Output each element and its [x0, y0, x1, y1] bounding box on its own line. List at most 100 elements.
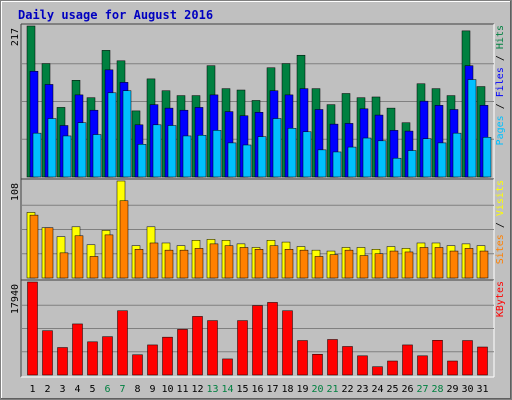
bar-sites-day-28 [434, 247, 444, 279]
x-tick-label-5: 5 [89, 384, 95, 395]
bar-sites-day-4 [74, 235, 84, 279]
bar-kbytes-day-15 [237, 320, 248, 376]
bar-sites-day-29 [449, 250, 459, 279]
chart-title: Daily usage for August 2016 [18, 8, 213, 22]
bar-kbytes-day-23 [357, 355, 368, 376]
bar-pages-day-11 [182, 135, 192, 178]
bar-pages-day-13 [212, 130, 222, 178]
bar-pages-day-17 [272, 118, 282, 178]
legend-hits-files-pages: Pages / Files / Hits [495, 25, 506, 145]
bar-sites-day-31 [479, 250, 489, 279]
bar-kbytes-day-17 [267, 302, 278, 376]
bar-sites-day-17 [269, 245, 279, 279]
bar-sites-day-14 [224, 245, 234, 279]
legend-item: Visits [495, 180, 506, 216]
bar-sites-day-2 [44, 227, 54, 279]
bar-kbytes-day-19 [297, 340, 308, 376]
bar-kbytes-day-10 [162, 336, 173, 376]
bar-kbytes-day-21 [327, 339, 338, 376]
bar-kbytes-day-5 [87, 341, 98, 376]
bar-sites-day-23 [359, 255, 369, 279]
x-tick-label-11: 11 [176, 384, 188, 395]
x-tick-label-3: 3 [59, 384, 65, 395]
bar-sites-day-19 [299, 249, 309, 279]
bar-sites-day-16 [254, 249, 264, 279]
bar-kbytes-day-2 [42, 330, 53, 376]
bar-kbytes-day-11 [177, 329, 188, 376]
x-tick-label-8: 8 [134, 384, 140, 395]
bar-pages-day-12 [197, 134, 207, 178]
legend-item: KBytes [495, 281, 506, 317]
bar-kbytes-day-31 [477, 346, 488, 376]
x-tick-label-30: 30 [461, 384, 473, 395]
panel-kbytes: 17940 KBytes [10, 279, 506, 378]
bar-kbytes-day-12 [192, 316, 203, 376]
x-tick-label-22: 22 [341, 384, 353, 395]
bar-kbytes-day-1 [27, 281, 38, 376]
bar-pages-day-22 [347, 146, 357, 178]
bar-pages-day-25 [392, 157, 402, 178]
bar-pages-day-8 [137, 144, 147, 178]
bar-pages-day-27 [422, 138, 432, 178]
x-tick-label-23: 23 [356, 384, 368, 395]
x-tick-label-24: 24 [371, 384, 383, 395]
bar-pages-day-20 [317, 149, 327, 178]
bar-kbytes-day-18 [282, 310, 293, 376]
legend-item: Files [495, 67, 506, 97]
legend-item: / [495, 97, 506, 115]
bar-pages-day-24 [377, 140, 387, 178]
y-max-label: 17940 [10, 284, 21, 314]
bar-sites-day-22 [344, 249, 354, 279]
panel-visits-sites: 108 Sites / Visits [10, 178, 506, 281]
x-tick-label-28: 28 [431, 384, 443, 395]
bar-pages-day-5 [92, 134, 102, 178]
x-tick-label-1: 1 [29, 384, 35, 395]
bar-sites-day-30 [464, 248, 474, 279]
bar-pages-day-29 [452, 132, 462, 178]
x-tick-label-6: 6 [104, 384, 110, 395]
bar-pages-day-30 [467, 79, 477, 178]
bar-pages-day-4 [77, 122, 87, 178]
bar-sites-day-12 [194, 248, 204, 279]
legend-item: Hits [495, 25, 506, 49]
bar-kbytes-day-8 [132, 354, 143, 376]
bar-pages-day-3 [62, 135, 72, 178]
bar-pages-day-23 [362, 137, 372, 178]
x-tick-label-27: 27 [416, 384, 428, 395]
bar-pages-day-2 [47, 118, 57, 178]
bar-sites-day-3 [59, 252, 69, 279]
x-tick-label-20: 20 [311, 384, 323, 395]
bar-pages-day-9 [152, 124, 162, 178]
bar-pages-day-31 [482, 137, 492, 178]
x-tick-label-7: 7 [119, 384, 125, 395]
bar-kbytes-day-29 [447, 360, 458, 376]
legend-item: / [495, 49, 506, 67]
bar-kbytes-day-9 [147, 344, 158, 376]
bar-sites-day-10 [164, 249, 174, 279]
legend-kbytes: KBytes [495, 281, 506, 317]
x-tick-label-25: 25 [386, 384, 398, 395]
x-tick-label-19: 19 [296, 384, 308, 395]
bar-kbytes-day-6 [102, 336, 113, 376]
bar-pages-day-15 [242, 144, 252, 178]
x-tick-label-31: 31 [476, 384, 488, 395]
legend-item: Sites [495, 234, 506, 264]
bar-pages-day-10 [167, 125, 177, 178]
bar-kbytes-day-27 [417, 355, 428, 376]
bar-pages-day-19 [302, 131, 312, 178]
x-tick-label-26: 26 [401, 384, 413, 395]
bar-kbytes-day-3 [57, 347, 68, 376]
bar-pages-day-18 [287, 128, 297, 178]
bar-sites-day-15 [239, 247, 249, 279]
bar-kbytes-day-26 [402, 344, 413, 376]
x-tick-label-10: 10 [161, 384, 173, 395]
bar-kbytes-day-13 [207, 320, 218, 376]
panel-hits-files-pages: 217 Pages / Files / Hits [10, 23, 506, 180]
bar-kbytes-day-25 [387, 360, 398, 376]
bar-sites-day-6 [104, 234, 114, 279]
x-tick-label-4: 4 [74, 384, 80, 395]
x-tick-label-29: 29 [446, 384, 458, 395]
x-tick-label-17: 17 [266, 384, 278, 395]
bar-kbytes-day-24 [372, 366, 383, 376]
